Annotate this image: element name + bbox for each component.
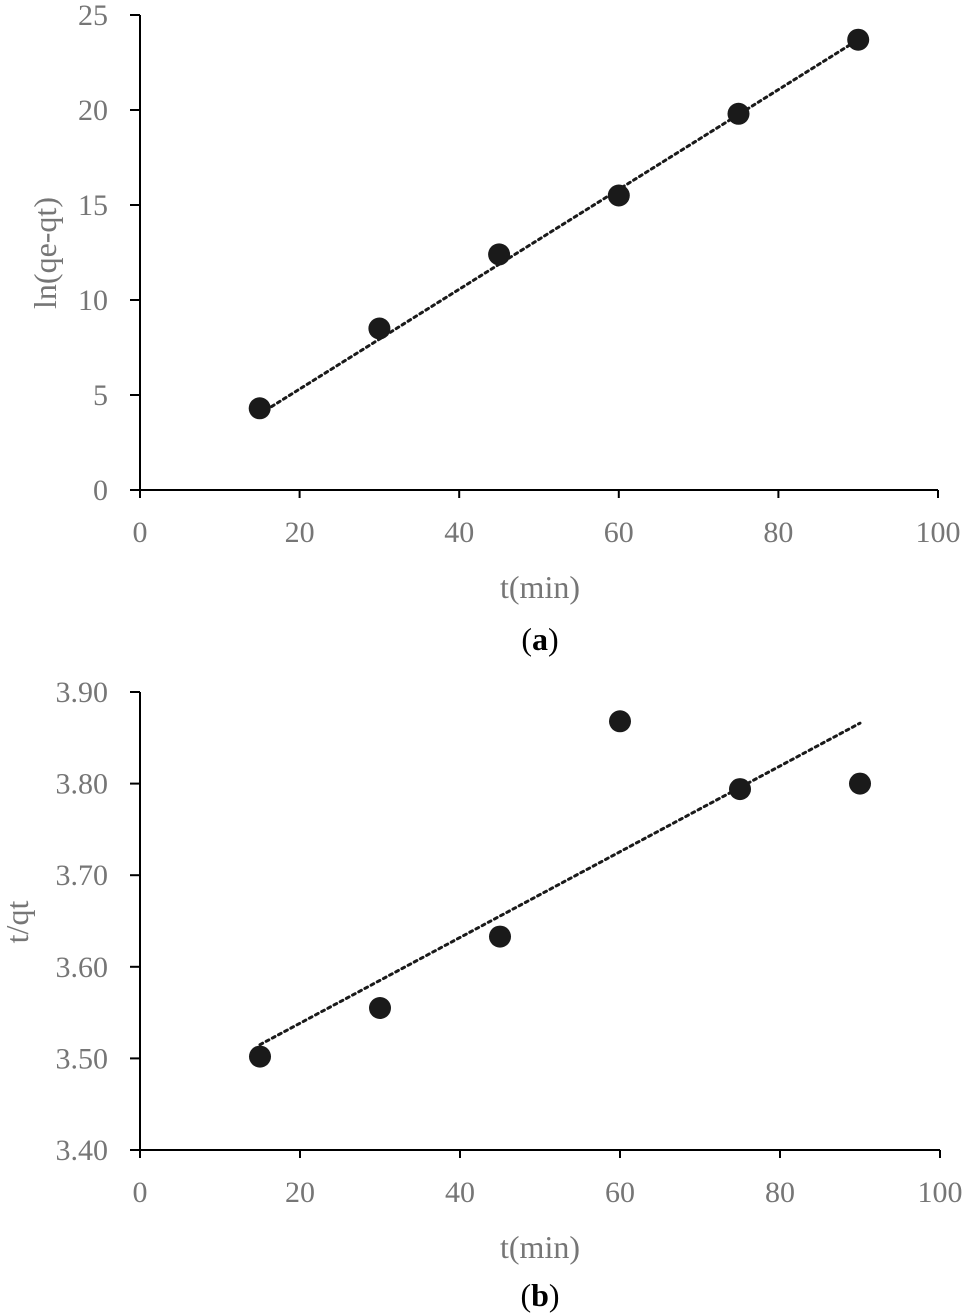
panel-a-data-point xyxy=(607,184,630,207)
panel-b-xlabel: t(min) xyxy=(500,1229,580,1265)
panel-b-data-point xyxy=(609,710,631,733)
panel-a-y-tick-label: 20 xyxy=(78,94,108,127)
panel-a-x-tick-label: 0 xyxy=(133,516,148,549)
panel-a-x-tick-label: 100 xyxy=(916,516,961,549)
panel-a-ylabel: ln(qe-qt) xyxy=(27,197,63,309)
panel-a-letter: a xyxy=(532,621,548,657)
panel-b-data-point xyxy=(489,925,511,948)
panel-b-x-tick-label: 0 xyxy=(133,1176,148,1209)
panel-a-data-point xyxy=(248,397,271,420)
panel-b-x-tick-label: 100 xyxy=(918,1176,963,1209)
panel-a-y-tick-label: 15 xyxy=(78,189,108,222)
panel-a-x-tick-label: 80 xyxy=(763,516,793,549)
panel-a-x-tick-label: 20 xyxy=(285,516,315,549)
panel-b-x-tick-label: 40 xyxy=(445,1176,475,1209)
panel-b-y-tick-label: 3.80 xyxy=(56,768,109,801)
panel-a-trendline xyxy=(258,38,860,416)
panel-b-data-point xyxy=(849,772,871,795)
panel-b-y-tick-label: 3.70 xyxy=(56,859,109,892)
panel-b-ylabel: t/qt xyxy=(0,901,35,944)
panel-b-y-tick-label: 3.50 xyxy=(56,1042,109,1075)
panel-b-label: (b) xyxy=(520,1277,559,1313)
panel-a-data-point xyxy=(847,28,870,51)
panel-b-x-tick-label: 80 xyxy=(765,1176,795,1209)
panel-a-x-tick-label: 40 xyxy=(444,516,474,549)
panel-b-y-tick-label: 3.40 xyxy=(56,1134,109,1167)
panel-b-data-point xyxy=(249,1045,271,1068)
panel-b-data-point xyxy=(369,997,391,1020)
panel-a-marks: 0 20 40 60 80 100 0 5 10 15 20 25 xyxy=(78,0,961,549)
panel-a-y-tick-label: 25 xyxy=(78,0,108,32)
chart-panel-b: 0 20 40 60 80 100 3.40 3.50 3.60 3.70 3.80 3.90 t(m… xyxy=(0,676,963,1313)
panel-a-label: (a) xyxy=(521,621,558,657)
panel-b-x-tick-label: 60 xyxy=(605,1176,635,1209)
panel-a-y-tick-label: 10 xyxy=(78,284,108,317)
panel-a-data-point xyxy=(488,243,511,266)
panel-b-marks: 0 20 40 60 80 100 3.40 3.50 3.60 3.70 3.80 3.90 xyxy=(56,676,963,1209)
panel-a-data-point xyxy=(368,317,391,340)
panel-a-x-tick-label: 60 xyxy=(604,516,634,549)
panel-b-y-tick-label: 3.60 xyxy=(56,951,109,984)
panel-a-xlabel: t(min) xyxy=(500,569,580,605)
panel-a-data-point xyxy=(727,102,750,125)
panel-b-y-tick-label: 3.90 xyxy=(56,676,109,709)
panel-b-data-point xyxy=(729,778,751,801)
panel-b-letter: b xyxy=(531,1277,549,1313)
panel-a-y-tick-label: 5 xyxy=(93,379,108,412)
panel-a-y-tick-label: 0 xyxy=(93,474,108,507)
panel-b-trendline xyxy=(258,721,862,1047)
panel-b-x-tick-label: 20 xyxy=(285,1176,315,1209)
